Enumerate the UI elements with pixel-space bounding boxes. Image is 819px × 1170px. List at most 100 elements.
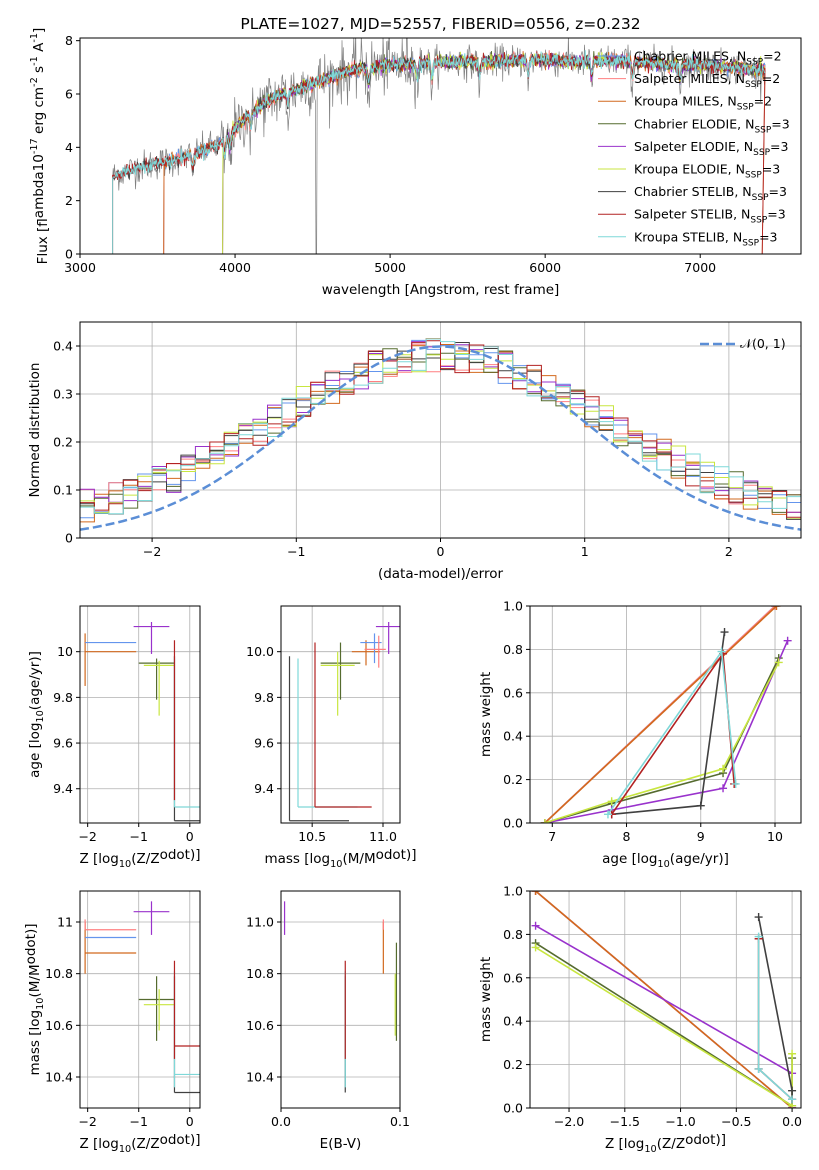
- text-span: =3: [767, 207, 785, 222]
- weight-marker: [696, 801, 705, 810]
- y-tick-label: 2: [65, 193, 73, 208]
- text-span: 10: [330, 859, 342, 870]
- y-tick-label: 9.4: [53, 781, 73, 796]
- errorbar-point-2: [84, 919, 137, 931]
- weight-marker: [754, 1064, 763, 1073]
- text-span: lambda: [31, 171, 47, 218]
- x-tick-label: 0.1: [390, 1114, 410, 1129]
- text-span: =3: [769, 184, 787, 199]
- x-tick-label: −1.0: [665, 1114, 695, 1129]
- y-axis-label: Normed distribution: [27, 363, 43, 498]
- errorbar-point-3: [138, 658, 175, 700]
- x-tick-label: 9: [697, 829, 705, 844]
- y-tick-label: 8: [65, 33, 73, 48]
- weight-marker: [788, 1095, 797, 1104]
- gridlines: [280, 891, 401, 1108]
- text-span: =2: [762, 71, 780, 86]
- x-tick-label: −2.0: [554, 1114, 584, 1129]
- y-tick-label: 0.0: [503, 1101, 523, 1116]
- text-span: 10: [657, 859, 669, 870]
- plot-area: [540, 606, 792, 823]
- axes-frame: [529, 890, 802, 1109]
- errorbar-point-8: [364, 635, 386, 668]
- y-tick-label: 0.2: [503, 772, 523, 787]
- errorbar-point-8: [173, 960, 200, 1059]
- y-tick-label: 0.4: [503, 1014, 523, 1029]
- x-tick-label: 0: [186, 829, 194, 844]
- panel-spectrum: 3000 4000 5000 6000 7000 0 2 4 6 8 wavelength [Ang…: [29, 15, 802, 298]
- x-tick-label: 7000: [684, 260, 716, 275]
- x-tick-label: −0.5: [721, 1114, 751, 1129]
- text-span: SSP: [750, 216, 767, 226]
- weight-marker: [754, 913, 763, 922]
- y-tick-label: 10.8: [246, 966, 274, 981]
- errorbar-point-5: [173, 656, 200, 822]
- text-span: )]: [23, 923, 39, 934]
- errorbar-point-6: [173, 976, 200, 1094]
- text-span: M/M: [27, 964, 43, 992]
- x-axis-label: Z [log10(Z/Zodot)]: [605, 1132, 726, 1155]
- weight-marker: [531, 921, 540, 930]
- text-span: age [log: [27, 723, 43, 778]
- weight-marker: [717, 647, 726, 656]
- weight-marker: [788, 1086, 797, 1095]
- text-span: age/yr: [27, 661, 43, 705]
- gridlines: [80, 606, 200, 823]
- weight-marker: [771, 606, 780, 610]
- text-span: =2: [763, 49, 781, 64]
- plot-area: [531, 891, 797, 1108]
- text-span: 10: [35, 710, 46, 722]
- legend-label: Salpeter MILES, NSSP=2: [634, 71, 780, 90]
- text-span: mass weight: [478, 957, 494, 1042]
- legend-label: Chabrier MILES, NSSP=2: [634, 49, 782, 68]
- x-tick-label: 8: [623, 829, 631, 844]
- weight-marker: [531, 891, 540, 895]
- y-tick-label: 10: [57, 644, 73, 659]
- y-tick-label: 9.8: [254, 690, 274, 705]
- x-tick-label: 4000: [219, 260, 251, 275]
- text-span: (: [657, 1136, 662, 1152]
- weight-line-6: [757, 916, 793, 1100]
- text-span: 10: [119, 1144, 131, 1155]
- x-tick-label: −2: [78, 829, 96, 844]
- errorbar-point-7: [173, 971, 200, 1088]
- text-span: Chabrier STELIB, N: [634, 184, 752, 199]
- weight-marker: [720, 628, 729, 637]
- errorbar-point-6: [360, 633, 382, 664]
- axes-frame: [79, 890, 201, 1109]
- weight-marker: [788, 1049, 797, 1058]
- y-tick-label: 9.4: [254, 781, 274, 796]
- text-span: SSP: [745, 80, 762, 90]
- errorbar-point-3: [133, 901, 170, 935]
- text-span: odot: [685, 1132, 715, 1148]
- text-span: Z/Z: [137, 851, 160, 867]
- y-tick-label: 0.0: [503, 816, 523, 831]
- y-axis-label: mass weight: [478, 957, 494, 1042]
- text-span: =3: [770, 139, 788, 154]
- legend-label: Kroupa ELODIE, NSSP=3: [634, 162, 780, 181]
- text-span: -17: [29, 138, 40, 154]
- y-axis-label: Flux [flambda10-17 erg cm-2 s-1 A-1]: [29, 28, 51, 265]
- weight-marker: [603, 810, 612, 819]
- legend-label: Salpeter ELODIE, NSSP=3: [634, 139, 788, 158]
- plot-area: [283, 901, 398, 1093]
- text-span: Flux [f: [35, 218, 51, 264]
- weight-line-2: [544, 606, 778, 823]
- y-tick-label: 10.4: [246, 1070, 274, 1085]
- text-span: 10: [644, 1144, 656, 1155]
- y-tick-label: 0.6: [503, 970, 523, 985]
- x-tick-label: −2: [78, 1114, 96, 1129]
- text-span: SSP: [737, 103, 754, 113]
- text-span: Chabrier MILES, N: [634, 49, 746, 64]
- text-span: 10: [119, 859, 131, 870]
- text-span: Kroupa STELIB, N: [634, 229, 742, 244]
- text-span: Z [log: [79, 1136, 118, 1152]
- text-span: )]: [406, 847, 417, 863]
- x-tick-label: −1: [130, 1114, 148, 1129]
- y-tick-label: 0.2: [503, 1057, 523, 1072]
- text-span: Kroupa MILES, N: [634, 94, 737, 109]
- weight-marker: [772, 606, 781, 610]
- text-span: Z/Z: [137, 1136, 160, 1152]
